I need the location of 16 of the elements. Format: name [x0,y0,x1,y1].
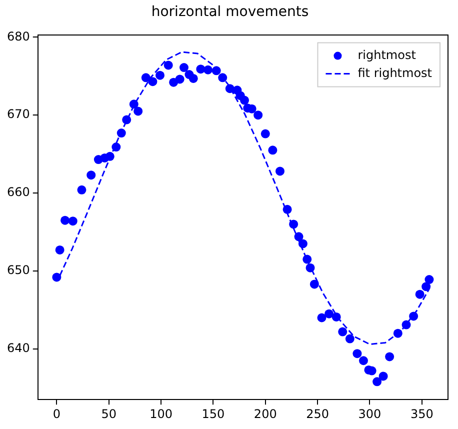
x-tick-label: 350 [410,406,434,421]
x-tick-label: 50 [101,406,117,421]
legend-label: rightmost [358,48,416,62]
y-tick-label: 640 [7,341,30,356]
y-tick-label: 670 [7,107,30,122]
chart-title: horizontal movements [151,4,309,20]
x-tick-label: 150 [202,406,225,421]
x-tick-label: 250 [306,406,330,421]
x-tick-label: 300 [358,406,382,421]
legend-label: fit rightmost [358,66,432,80]
x-tick-label: 200 [254,406,277,421]
x-tick-label: 0 [52,406,61,421]
y-tick-label: 680 [7,29,30,44]
y-tick-label: 660 [7,185,30,200]
x-tick-label: 100 [150,406,172,421]
y-tick-label: 650 [7,263,30,278]
